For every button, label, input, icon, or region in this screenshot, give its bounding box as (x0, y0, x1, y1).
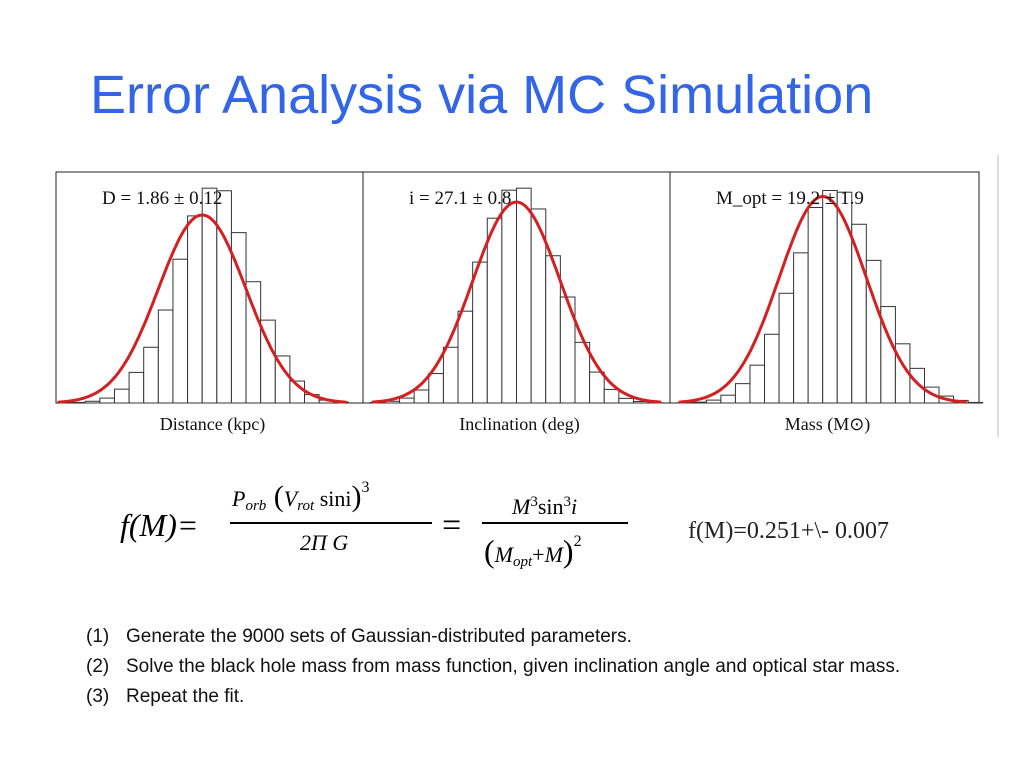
histogram-bar (822, 189, 838, 404)
histogram-bar (734, 383, 751, 404)
histogram-panel: D = 1.86 ± 0.12 Distance (kpc) (55, 171, 364, 435)
histogram-bar (749, 364, 766, 404)
histogram-bar (99, 397, 115, 404)
histogram-bar (84, 400, 101, 404)
histogram-bar (428, 373, 444, 404)
histogram-figure: D = 1.86 ± 0.12 Distance (kpc) i = 27.1 ± … (55, 155, 999, 437)
gaussian-fit-curve (57, 213, 347, 404)
histogram-bar (143, 346, 159, 404)
histogram-bar (764, 333, 780, 404)
x-axis-label: Inclination (deg) (459, 414, 579, 435)
histogram-bar (691, 401, 707, 404)
histogram-panel: M_opt = 19.2 ± 1.9 Mass (M⊙) (669, 171, 984, 435)
step-text: Repeat the fit. (126, 686, 245, 707)
histogram-bar (589, 371, 605, 404)
histogram-bar (618, 397, 634, 404)
histogram-bar (70, 401, 86, 404)
equation-lhs: f(M)= (120, 507, 198, 543)
panel-title: D = 1.86 ± 0.12 (102, 188, 222, 209)
histogram-bar (413, 389, 430, 404)
histogram-bar (851, 223, 867, 404)
equation-equals: = (442, 507, 461, 544)
histogram-bar (172, 258, 189, 404)
histogram-bar (486, 217, 503, 404)
histogram-bar (157, 309, 174, 404)
gaussian-fit-curve (678, 194, 967, 404)
histogram-bar (457, 310, 474, 404)
histogram-bar (245, 281, 262, 404)
histogram-bar (778, 292, 795, 404)
panel-title: i = 27.1 ± 0.8 (409, 188, 511, 209)
step-text: Generate the 9000 sets of Gaussian-distr… (126, 626, 632, 647)
list-item: (2) Solve the black hole mass from mass … (86, 652, 926, 682)
equation-denominator-1: 2Π G (300, 530, 348, 555)
panel-title: M_opt = 19.2 ± 1.9 (716, 188, 864, 209)
step-number: (3) (86, 686, 110, 707)
histogram-bar (187, 215, 203, 404)
histogram-bar (603, 388, 620, 404)
list-item: (3) Repeat the fit. (86, 682, 926, 712)
histogram-bar (720, 394, 736, 404)
histogram-bar (967, 401, 984, 404)
histogram-bar (501, 189, 517, 404)
histogram-bar (793, 252, 809, 404)
x-axis-label: Mass (M⊙) (785, 414, 871, 435)
list-item: (1) Generate the 9000 sets of Gaussian-d… (86, 622, 926, 652)
equation-denominator-2: (Mopt+M)2 (484, 533, 582, 570)
x-axis-label: Distance (kpc) (160, 414, 265, 435)
slide-title: Error Analysis via MC Simulation (90, 65, 874, 125)
mass-function-equation: f(M)= Porb (Vrot sini)3 2Π G = M3sin3i (… (120, 479, 628, 570)
histogram-bar (216, 190, 232, 404)
step-text: Solve the black hole mass from mass func… (126, 656, 901, 677)
histogram-bar (807, 207, 824, 404)
histogram-bar (128, 371, 145, 404)
procedure-list: (1) Generate the 9000 sets of Gaussian-d… (86, 622, 926, 712)
mass-function-result: f(M)=0.251+\- 0.007 (688, 518, 890, 544)
step-number: (2) (86, 656, 110, 677)
histogram-bar (442, 346, 459, 404)
gaussian-fit-curve (371, 200, 662, 404)
step-number: (1) (86, 626, 110, 647)
histogram-bar (274, 355, 291, 404)
histogram-bar (516, 187, 532, 404)
equation-numerator-2: M3sin3i (511, 494, 577, 519)
histogram-bar (472, 261, 488, 404)
histogram-bar (705, 399, 722, 404)
equation-numerator-1: Porb (Vrot sini)3 (231, 479, 370, 514)
histogram-bar (399, 397, 415, 404)
histogram-panel: i = 27.1 ± 0.8 Inclination (deg) (362, 171, 671, 435)
histogram-bar (113, 388, 130, 404)
